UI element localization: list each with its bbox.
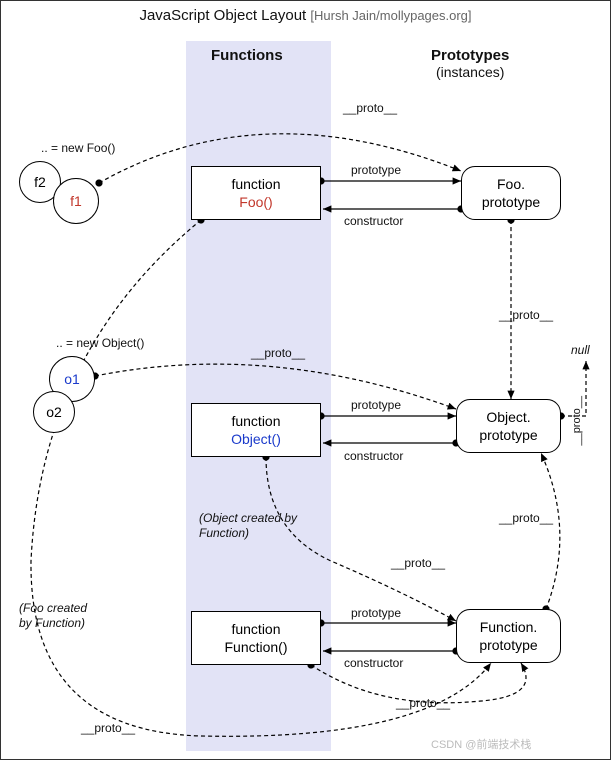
node-function-prototype-l1: Function.: [480, 618, 538, 636]
label-proto-obj-down: __proto__: [499, 511, 553, 525]
node-f1-label: f1: [70, 193, 82, 209]
label-proto-func-self: __proto__: [396, 696, 450, 710]
node-o1-label: o1: [64, 371, 80, 387]
label-proto-bottom: __proto__: [81, 721, 135, 735]
node-foo-prototype-l1: Foo.: [497, 175, 525, 193]
node-null-label: null: [571, 343, 590, 357]
diagram-canvas: JavaScript Object Layout [Hursh Jain/mol…: [0, 0, 611, 760]
node-object-prototype: Object. prototype: [456, 399, 561, 453]
label-proto-obj: prototype: [351, 398, 401, 412]
title-main: JavaScript Object Layout: [139, 7, 306, 24]
col-header-functions: Functions: [211, 47, 283, 64]
label-cons-func: constructor: [344, 656, 403, 670]
label-proto-func: prototype: [351, 606, 401, 620]
col-header-prototypes: Prototypes (instances): [431, 47, 509, 80]
node-foo-prototype-l2: prototype: [482, 193, 540, 211]
col-header-prototypes-sub: (instances): [431, 64, 509, 80]
node-foo-function: function Foo(): [191, 166, 321, 220]
node-function-function-l1: function: [231, 620, 280, 638]
label-cons-obj: constructor: [344, 449, 403, 463]
label-new-foo: .. = new Foo(): [41, 141, 115, 155]
node-function-function: function Function(): [191, 611, 321, 665]
node-o2-label: o2: [46, 404, 62, 420]
node-foo-function-l1: function: [231, 175, 280, 193]
label-proto-obj-fn: __proto__: [391, 556, 445, 570]
label-foo-created-l1: (Foo created: [19, 601, 87, 615]
label-foo-created: (Foo created by Function): [19, 601, 87, 631]
diagram-title: JavaScript Object Layout [Hursh Jain/mol…: [139, 7, 471, 24]
node-object-prototype-l2: prototype: [479, 426, 537, 444]
label-proto-foo-down: __proto__: [499, 308, 553, 322]
node-function-prototype: Function. prototype: [456, 609, 561, 663]
node-foo-prototype: Foo. prototype: [461, 166, 561, 220]
node-o2: o2: [33, 391, 75, 433]
node-object-function-l2: Object(): [231, 430, 281, 448]
node-object-function: function Object(): [191, 403, 321, 457]
label-new-obj: .. = new Object(): [56, 336, 144, 350]
label-proto-o1-top: __proto__: [251, 346, 305, 360]
watermark: CSDN @前端技术栈: [431, 736, 531, 752]
node-null: null: [571, 343, 590, 357]
label-obj-created-l2: Function): [199, 526, 249, 540]
label-cons-f1: constructor: [344, 214, 403, 228]
col-header-functions-label: Functions: [211, 47, 283, 64]
label-foo-created-l2: by Function): [19, 616, 85, 630]
label-proto-null: __proto__: [571, 396, 583, 446]
label-proto-top: __proto__: [343, 101, 397, 115]
label-obj-created: (Object created by Function): [199, 511, 297, 541]
node-function-prototype-l2: prototype: [479, 636, 537, 654]
label-proto-f1: prototype: [351, 163, 401, 177]
node-function-function-l2: Function(): [224, 638, 287, 656]
node-object-function-l1: function: [231, 412, 280, 430]
node-foo-function-l2: Foo(): [239, 193, 272, 211]
node-f1: f1: [53, 178, 99, 224]
label-obj-created-l1: (Object created by: [199, 511, 297, 525]
node-object-prototype-l1: Object.: [486, 408, 530, 426]
title-sub: [Hursh Jain/mollypages.org]: [310, 8, 471, 23]
node-f2-label: f2: [34, 174, 46, 190]
col-header-prototypes-label: Prototypes: [431, 47, 509, 64]
